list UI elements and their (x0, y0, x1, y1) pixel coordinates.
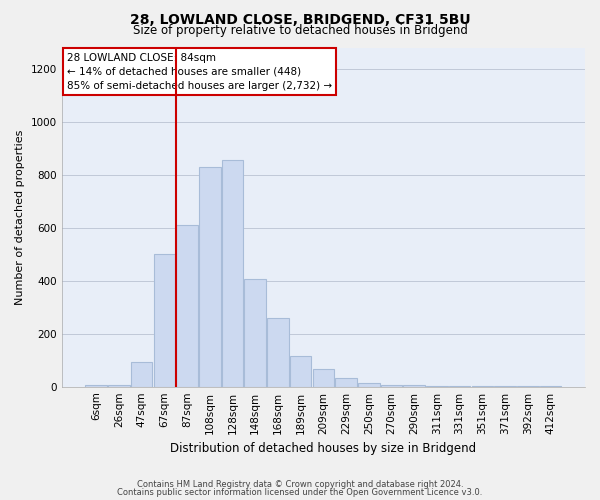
Bar (244, 280, 266, 386)
Bar (335, 378, 357, 386)
Text: 28 LOWLAND CLOSE: 84sqm
← 14% of detached houses are smaller (448)
85% of semi-d: 28 LOWLAND CLOSE: 84sqm ← 14% of detache… (67, 52, 332, 90)
Bar (199, 166, 221, 386)
Text: 28, LOWLAND CLOSE, BRIDGEND, CF31 5BU: 28, LOWLAND CLOSE, BRIDGEND, CF31 5BU (130, 12, 470, 26)
Bar (358, 383, 380, 386)
Bar (267, 318, 289, 386)
Bar (131, 362, 152, 386)
Bar (380, 384, 402, 386)
Bar (290, 356, 311, 386)
Bar (154, 254, 175, 386)
Bar (313, 368, 334, 386)
Text: Contains public sector information licensed under the Open Government Licence v3: Contains public sector information licen… (118, 488, 482, 497)
Text: Size of property relative to detached houses in Bridgend: Size of property relative to detached ho… (133, 24, 467, 37)
Bar (176, 225, 198, 386)
Bar (222, 160, 243, 386)
Text: Contains HM Land Registry data © Crown copyright and database right 2024.: Contains HM Land Registry data © Crown c… (137, 480, 463, 489)
X-axis label: Distribution of detached houses by size in Bridgend: Distribution of detached houses by size … (170, 442, 476, 455)
Y-axis label: Number of detached properties: Number of detached properties (15, 130, 25, 305)
